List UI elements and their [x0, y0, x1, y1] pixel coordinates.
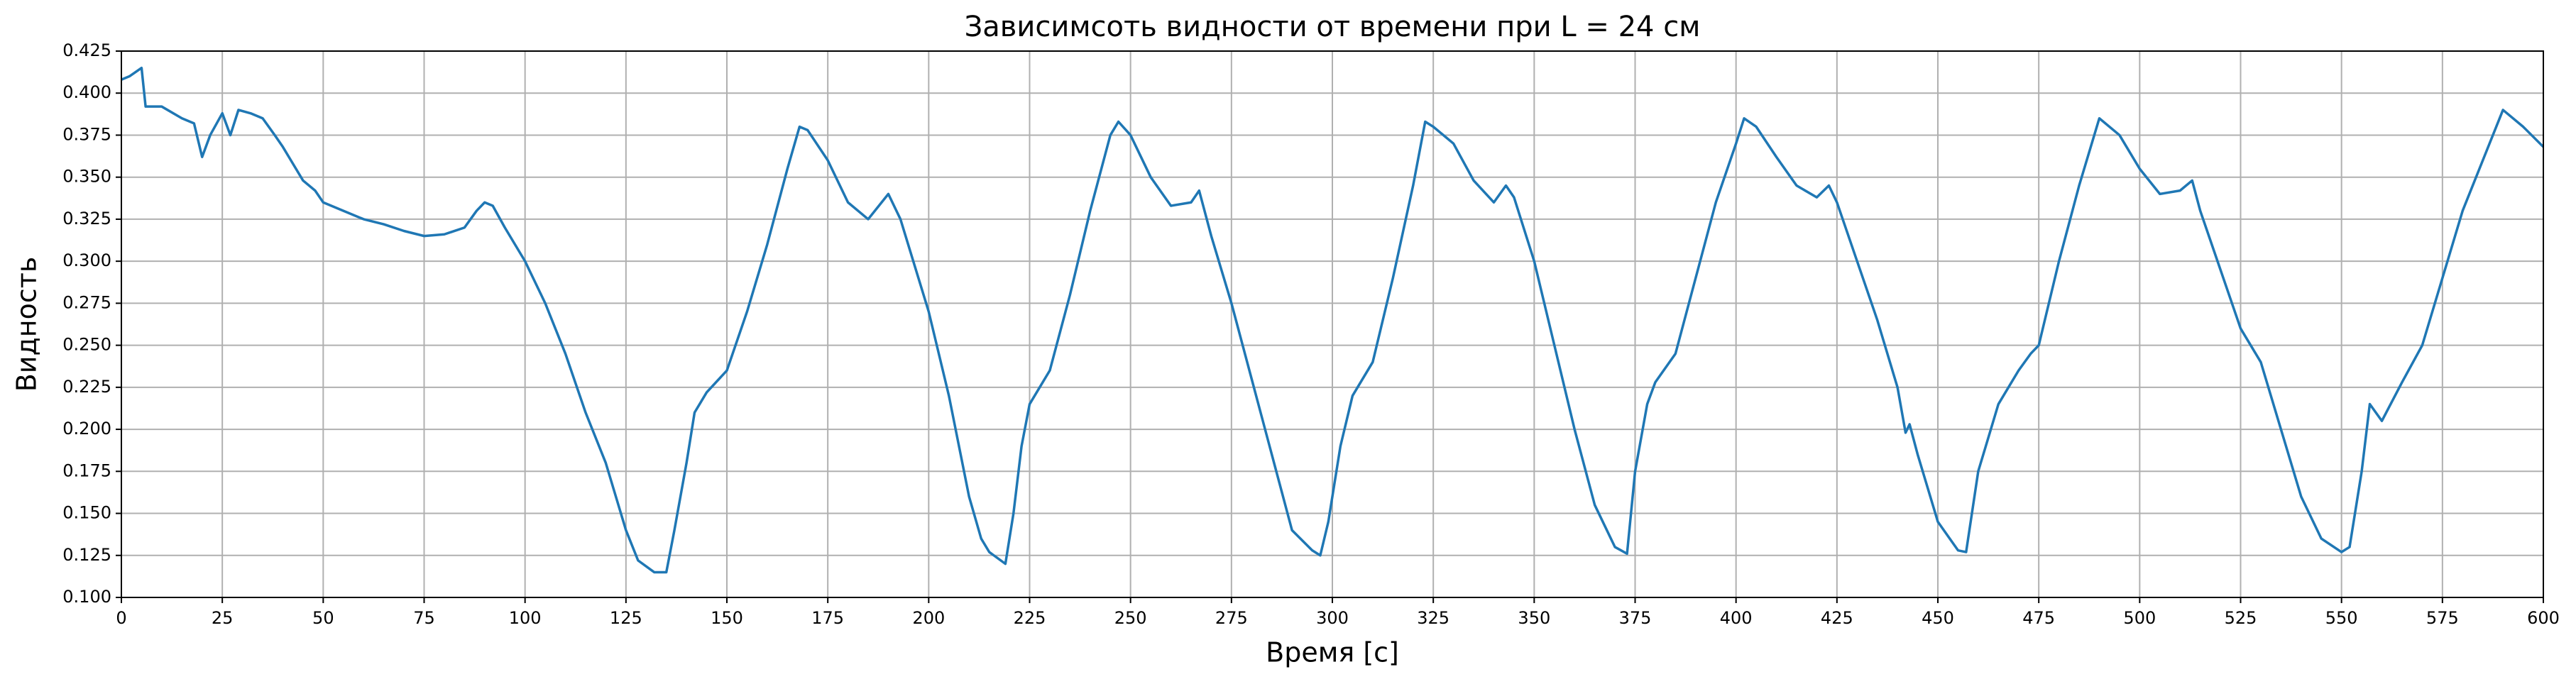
y-tick-label: 0.400 [62, 82, 111, 102]
x-tick-label: 425 [1821, 608, 1853, 628]
x-tick-label: 500 [2123, 608, 2156, 628]
y-tick-label: 0.300 [62, 250, 111, 270]
y-tick-label: 0.350 [62, 167, 111, 187]
x-tick-label: 200 [912, 608, 945, 628]
x-tick-label: 450 [1922, 608, 1954, 628]
x-tick-label: 225 [1014, 608, 1046, 628]
y-tick-label: 0.100 [62, 587, 111, 607]
y-tick-label: 0.125 [62, 545, 111, 565]
y-axis-label: Видность [11, 257, 43, 392]
x-tick-label: 575 [2426, 608, 2459, 628]
y-tick-label: 0.425 [62, 40, 111, 60]
x-tick-label: 475 [2022, 608, 2055, 628]
y-tick-label: 0.200 [62, 419, 111, 438]
x-tick-label: 325 [1417, 608, 1449, 628]
x-tick-label: 250 [1114, 608, 1147, 628]
x-tick-label: 600 [2527, 608, 2560, 628]
x-tick-label: 125 [610, 608, 642, 628]
y-tick-label: 0.375 [62, 124, 111, 144]
x-tick-label: 50 [312, 608, 334, 628]
x-tick-label: 300 [1316, 608, 1349, 628]
y-tick-label: 0.325 [62, 209, 111, 228]
x-tick-label: 25 [212, 608, 234, 628]
y-tick-label: 0.175 [62, 460, 111, 480]
x-tick-label: 100 [509, 608, 542, 628]
y-tick-label: 0.225 [62, 377, 111, 397]
x-tick-label: 375 [1619, 608, 1652, 628]
y-tick-label: 0.150 [62, 503, 111, 523]
x-tick-label: 400 [1720, 608, 1753, 628]
x-tick-label: 0 [116, 608, 126, 628]
y-tick-label: 0.275 [62, 292, 111, 312]
x-tick-label: 350 [1518, 608, 1550, 628]
plot-frame [121, 50, 2544, 598]
x-tick-label: 275 [1215, 608, 1248, 628]
chart-title: Зависимсоть видности от времени при L = … [965, 11, 1701, 43]
y-tick-label: 0.250 [62, 335, 111, 355]
x-tick-label: 550 [2325, 608, 2358, 628]
x-tick-label: 525 [2225, 608, 2257, 628]
x-tick-label: 175 [811, 608, 844, 628]
x-tick-label: 75 [413, 608, 435, 628]
x-axis-label: Время [с] [1266, 637, 1399, 668]
x-tick-label: 150 [711, 608, 743, 628]
data-line [121, 66, 2545, 574]
